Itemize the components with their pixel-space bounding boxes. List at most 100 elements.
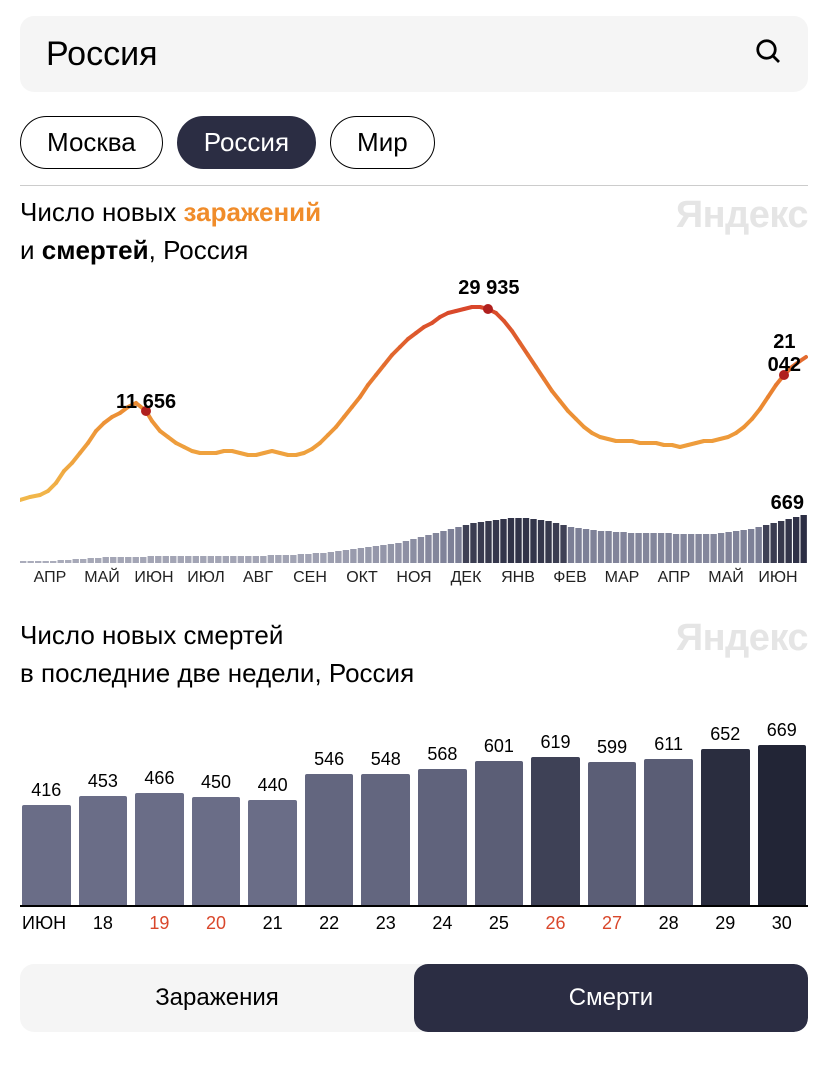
chart2-title-line2: в последние две недели, Россия (20, 658, 414, 688)
bar: 466 (135, 768, 184, 904)
divider (20, 185, 808, 186)
month-label: МАР (596, 569, 648, 587)
month-label: АПР (24, 569, 76, 587)
xaxis-label: 22 (305, 913, 354, 934)
bar-rect (22, 805, 71, 904)
month-label: НОЯ (388, 569, 440, 587)
month-label: ИЮН (128, 569, 180, 587)
xaxis-label: 28 (644, 913, 693, 934)
chart2-bars: 4164534664504405465485686016195996116526… (20, 727, 808, 907)
bar: 601 (475, 736, 524, 905)
bar-rect (644, 759, 693, 905)
toggle-Смерти[interactable]: Смерти (414, 964, 808, 1032)
bar-rect (305, 774, 354, 905)
chart-deaths-2weeks: Яндекс Число новых смертей в последние д… (20, 617, 808, 933)
bar: 453 (79, 771, 128, 904)
bar-rect (588, 762, 637, 905)
month-label: АПР (648, 569, 700, 587)
bar-rect (135, 793, 184, 904)
xaxis-label: 20 (192, 913, 241, 934)
bar-value: 466 (144, 768, 174, 789)
peak-label: 21 042 (768, 331, 801, 377)
bar-value: 416 (31, 780, 61, 801)
bar-value: 619 (540, 732, 570, 753)
bar: 440 (248, 775, 297, 905)
metric-toggle: ЗараженияСмерти (20, 964, 808, 1032)
title-infections: заражений (184, 197, 322, 227)
chip-Россия[interactable]: Россия (177, 116, 316, 169)
xaxis-label: 29 (701, 913, 750, 934)
title-region: , Россия (149, 235, 249, 265)
bar: 599 (588, 737, 637, 905)
bar-rect (701, 749, 750, 905)
chart-infections-deaths: Яндекс Число новых заражений и смертей, … (20, 194, 808, 587)
chart2-title-line1: Число новых смертей (20, 620, 283, 650)
bar: 416 (22, 780, 71, 904)
bar-value: 548 (371, 749, 401, 770)
bar-value: 453 (88, 771, 118, 792)
bar-value: 611 (654, 734, 683, 755)
peak-label: 29 935 (458, 277, 519, 300)
bar: 450 (192, 772, 241, 905)
title-text: Число новых (20, 197, 184, 227)
watermark: Яндекс (676, 617, 808, 660)
bar: 669 (758, 720, 807, 905)
bar-rect (192, 797, 241, 905)
xaxis-label: 27 (588, 913, 637, 934)
bar-value: 601 (484, 736, 514, 757)
month-label: МАЙ (76, 569, 128, 587)
chart1-plot: 11 65629 93521 042669 (20, 283, 808, 563)
chip-Мир[interactable]: Мир (330, 116, 435, 169)
xaxis-label: 21 (248, 913, 297, 934)
bar-rect (531, 757, 580, 905)
month-label: АВГ (232, 569, 284, 587)
xaxis-label: 30 (758, 913, 807, 934)
xaxis-label: 18 (79, 913, 128, 934)
bar: 611 (644, 734, 693, 905)
bar-rect (79, 796, 128, 904)
xaxis-label: 25 (475, 913, 524, 934)
chip-Москва[interactable]: Москва (20, 116, 163, 169)
title-and: и (20, 235, 42, 265)
bar-rect (418, 769, 467, 905)
bar-value: 450 (201, 772, 231, 793)
search-input[interactable] (44, 34, 754, 75)
month-label: ФЕВ (544, 569, 596, 587)
month-label: ЯНВ (492, 569, 544, 587)
peak-label: 11 656 (116, 391, 176, 414)
xaxis-label: 24 (418, 913, 467, 934)
watermark: Яндекс (676, 194, 808, 237)
svg-text:669: 669 (771, 492, 804, 514)
search-bar (20, 16, 808, 92)
title-deaths: смертей (42, 235, 149, 265)
month-label: ИЮН (752, 569, 804, 587)
region-chips: Москва Россия Мир (20, 116, 808, 169)
xaxis-label: 19 (135, 913, 184, 934)
bar-rect (758, 745, 807, 905)
bar-rect (361, 774, 410, 905)
bar: 568 (418, 744, 467, 905)
bar-rect (248, 800, 297, 905)
bar-value: 440 (258, 775, 288, 796)
toggle-Заражения[interactable]: Заражения (20, 964, 414, 1032)
bar: 546 (305, 749, 354, 905)
search-icon[interactable] (754, 37, 784, 72)
bar-value: 599 (597, 737, 627, 758)
chart1-xaxis: АПРМАЙИЮНИЮЛАВГСЕНОКТНОЯДЕКЯНВФЕВМАРАПРМ… (20, 569, 808, 587)
month-label: СЕН (284, 569, 336, 587)
bar-value: 568 (427, 744, 457, 765)
xaxis-label: 23 (361, 913, 410, 934)
chart2-xaxis: ИЮН 18 19 20 21 22 23 24 25 26 27 28 29 30 (20, 913, 808, 934)
bar-value: 652 (710, 724, 740, 745)
bar-value: 546 (314, 749, 344, 770)
month-label: МАЙ (700, 569, 752, 587)
bar: 652 (701, 724, 750, 905)
bar-value: 669 (767, 720, 797, 741)
xaxis-label: 26 (531, 913, 580, 934)
month-label: ДЕК (440, 569, 492, 587)
bar-rect (475, 761, 524, 905)
month-label: ИЮЛ (180, 569, 232, 587)
bar: 548 (361, 749, 410, 905)
xaxis-label: ИЮН (22, 913, 71, 934)
bar: 619 (531, 732, 580, 905)
